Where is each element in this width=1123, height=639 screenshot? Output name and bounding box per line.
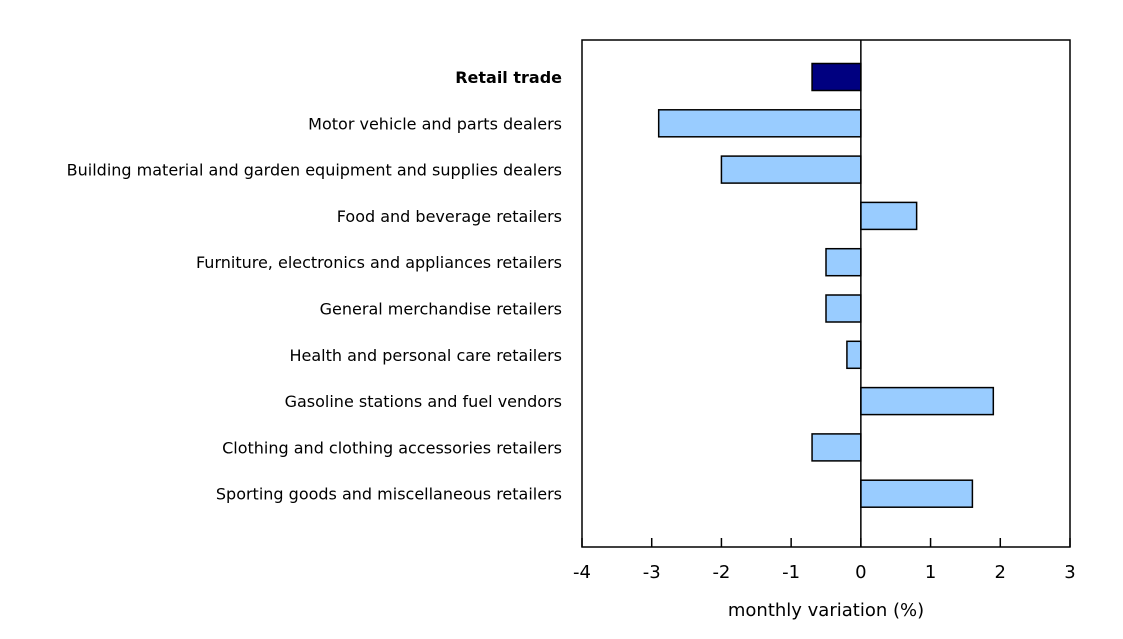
category-label: Food and beverage retailers: [337, 207, 562, 226]
category-label: Health and personal care retailers: [289, 346, 562, 365]
bar: [811, 62, 862, 92]
bar: [860, 386, 995, 416]
x-tick-label: 3: [1064, 562, 1075, 583]
x-tick-label: -2: [712, 562, 730, 583]
plot-frame: [581, 39, 1071, 548]
category-label: Sporting goods and miscellaneous retaile…: [216, 485, 562, 504]
x-tick-label: 2: [995, 562, 1006, 583]
category-label: Motor vehicle and parts dealers: [308, 114, 562, 133]
x-tick-label: 1: [925, 562, 936, 583]
bar: [720, 155, 862, 184]
bar: [825, 247, 862, 277]
bar: [846, 340, 862, 370]
x-tick-label: -4: [573, 562, 591, 583]
bar: [657, 109, 862, 138]
bar: [860, 201, 918, 231]
x-tick-label: -1: [782, 562, 800, 583]
x-tick-label: -3: [643, 562, 661, 583]
bar: [825, 294, 862, 323]
category-label: Furniture, electronics and appliances re…: [196, 253, 562, 272]
category-label: Retail trade: [455, 68, 562, 87]
x-axis-label: monthly variation (%): [728, 600, 924, 621]
category-label: Gasoline stations and fuel vendors: [285, 392, 562, 411]
category-label: Clothing and clothing accessories retail…: [222, 438, 562, 457]
bar: [860, 479, 974, 508]
bar: [811, 433, 862, 462]
category-label: Building material and garden equipment a…: [67, 161, 562, 180]
category-label: General merchandise retailers: [320, 300, 562, 319]
x-tick-label: 0: [855, 562, 866, 583]
